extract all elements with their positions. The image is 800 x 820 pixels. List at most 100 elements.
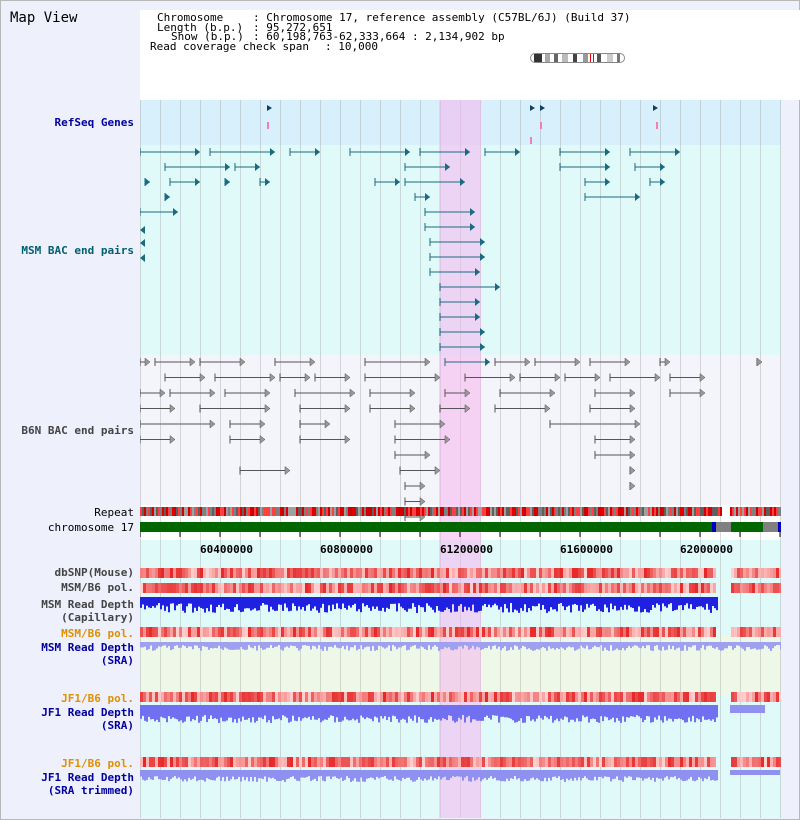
polymorphism-cell [680, 692, 683, 702]
polymorphism-cell [350, 568, 353, 578]
read-depth-bar [640, 770, 642, 779]
polymorphism-cell [767, 692, 770, 702]
b6n-bac-end [324, 419, 331, 429]
read-depth-bar [654, 642, 656, 646]
polymorphism-cell [374, 583, 377, 593]
read-depth-bar [292, 597, 294, 604]
polymorphism-cell [266, 583, 269, 593]
polymorphism-cell [410, 692, 413, 702]
read-depth-bar [432, 770, 434, 781]
gridline [240, 100, 241, 818]
read-depth-bar [416, 770, 418, 780]
track-area[interactable]: 60400000 60800000 61200000 61600000 6200… [140, 100, 781, 818]
polymorphism-cell [227, 568, 230, 578]
polymorphism-cell [140, 568, 143, 578]
read-depth-bar [694, 705, 696, 723]
read-depth-bar [424, 770, 426, 779]
repeat-segment [176, 507, 178, 516]
repeat-segment [196, 507, 198, 516]
polymorphism-cell [371, 692, 374, 702]
read-depth-bar [238, 642, 240, 650]
polymorphism-cell [182, 757, 185, 767]
read-depth-bar [532, 705, 534, 720]
read-depth-bar [194, 770, 196, 777]
read-depth-bar [302, 705, 304, 719]
polymorphism-cell [251, 627, 254, 637]
polymorphism-cell [143, 583, 146, 593]
polymorphism-cell [563, 627, 566, 637]
read-depth-bar [224, 705, 226, 722]
polymorphism-cell [767, 627, 770, 637]
read-depth-bar [200, 705, 202, 721]
read-depth-bar [618, 597, 620, 611]
repeat-segment [402, 507, 404, 516]
read-depth-bar [608, 770, 610, 777]
polymorphism-cell [731, 757, 734, 767]
read-depth-bar [636, 642, 638, 646]
read-depth-bar [178, 597, 180, 604]
read-depth-bar [328, 770, 330, 777]
b6n-bac-end [594, 372, 601, 383]
msm-bac-end [635, 193, 640, 201]
polymorphism-cell [440, 627, 443, 637]
read-depth-bar [646, 642, 648, 646]
read-depth-bar [592, 705, 594, 719]
read-depth-bar [570, 597, 572, 613]
repeat-segment [426, 507, 428, 516]
polymorphism-cell [749, 583, 752, 593]
polymorphism-cell [428, 692, 431, 702]
read-depth-bar [288, 642, 290, 648]
repeat-segment [330, 507, 332, 516]
polymorphism-cell [581, 568, 584, 578]
polymorphism-cell [140, 692, 143, 702]
read-depth-bar [324, 770, 326, 782]
polymorphism-cell [500, 583, 503, 593]
read-depth-bar [390, 642, 392, 651]
polymorphism-cell [353, 583, 356, 593]
polymorphism-cell [587, 568, 590, 578]
polymorphism-cell [281, 757, 284, 767]
polymorphism-cell [446, 692, 449, 702]
read-depth-bar [318, 642, 320, 646]
read-depth-bar [562, 642, 564, 649]
polymorphism-cell [713, 583, 716, 593]
repeat-segment [532, 507, 534, 516]
repeat-segment [734, 507, 736, 516]
polymorphism-cell [278, 757, 281, 767]
read-depth-bar [634, 597, 636, 612]
repeat-segment [502, 507, 504, 516]
polymorphism-cell [236, 583, 239, 593]
read-depth-bar [352, 770, 354, 781]
polymorphism-cell [158, 757, 161, 767]
repeat-segment [236, 507, 238, 516]
chromosome-ideogram[interactable] [530, 53, 625, 63]
b6n-bac-end [464, 403, 471, 414]
read-depth-bar [158, 597, 160, 604]
read-depth-bar [368, 705, 370, 719]
read-depth-bar [272, 770, 274, 778]
read-depth-bar [292, 770, 294, 777]
polymorphism-cell [758, 692, 761, 702]
read-depth-bar [740, 642, 742, 648]
repeat-segment [732, 507, 734, 516]
b6n-bac-end [654, 372, 661, 383]
polymorphism-cell [329, 627, 332, 637]
polymorphism-cell [158, 627, 161, 637]
read-depth-bar [268, 642, 270, 648]
repeat-segment [604, 507, 606, 516]
read-depth-bar [522, 597, 524, 611]
b6n-bac-end [434, 465, 441, 476]
polymorphism-cell [536, 757, 539, 767]
polymorphism-cell [638, 568, 641, 578]
read-depth-bar [370, 597, 372, 611]
msm-bac-end [140, 254, 145, 262]
repeat-segment [548, 507, 550, 516]
read-depth-bar [144, 642, 146, 647]
read-depth-bar [566, 770, 568, 779]
msm-bac-end [675, 148, 680, 156]
repeat-segment [370, 507, 372, 516]
read-depth-bar [562, 770, 564, 780]
polymorphism-cell [311, 692, 314, 702]
repeat-segment [694, 507, 696, 516]
polymorphism-cell [494, 692, 497, 702]
